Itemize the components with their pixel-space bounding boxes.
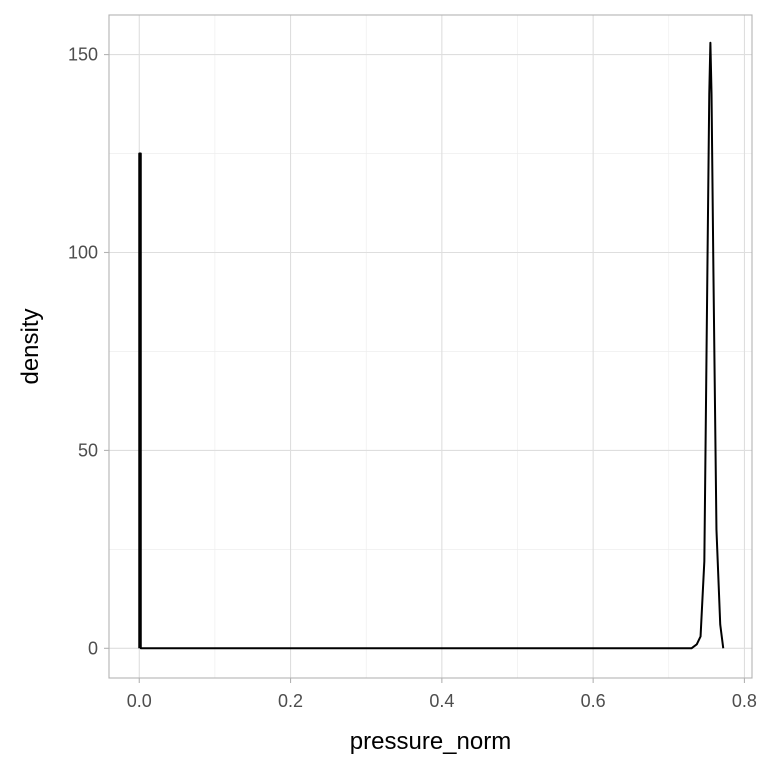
x-tick-label: 0.4: [429, 691, 454, 711]
panel-border: [108, 14, 753, 679]
density-line: [138, 41, 725, 650]
x-tick-label: 0.8: [732, 691, 757, 711]
y-axis-title: density: [17, 308, 44, 384]
tick-layer: 0.0 0.2 0.4 0.6 0.8 0 50 100 150: [68, 45, 757, 711]
grid-layer: [109, 15, 752, 678]
y-tick-label: 150: [68, 45, 98, 65]
x-axis-title: pressure_norm: [350, 728, 511, 755]
x-tick-label: 0.6: [581, 691, 606, 711]
y-tick-label: 0: [88, 638, 98, 658]
x-tick-label: 0.2: [278, 691, 303, 711]
line-layer: [138, 41, 725, 650]
x-tick-label: 0.0: [127, 691, 152, 711]
y-tick-label: 50: [78, 440, 98, 460]
y-tick-label: 100: [68, 242, 98, 262]
